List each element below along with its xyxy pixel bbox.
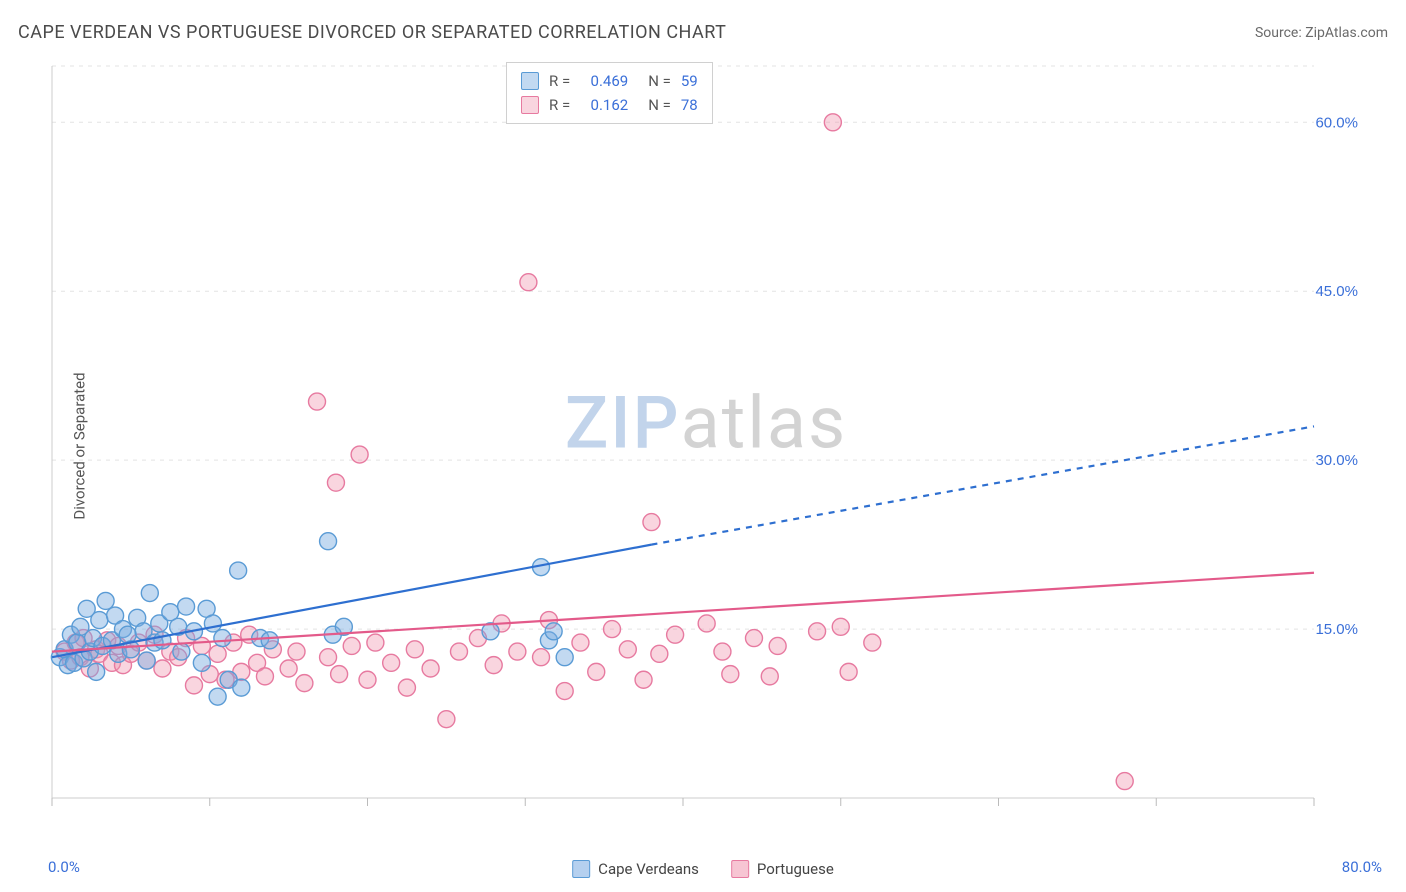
stat-n-value: 78 [681, 93, 698, 117]
stats-row: R = 0.162 N = 78 [521, 93, 698, 117]
scatter-point-capeverdean [230, 562, 247, 579]
scatter-point-portuguese [154, 660, 171, 677]
scatter-point-portuguese [438, 711, 455, 728]
scatter-point-portuguese [667, 626, 684, 643]
scatter-point-capeverdean [261, 632, 278, 649]
scatter-point-portuguese [422, 660, 439, 677]
correlation-stats-box: R = 0.469 N = 59 R = 0.162 N = 78 [506, 62, 713, 124]
scatter-point-capeverdean [556, 649, 573, 666]
scatter-point-portuguese [309, 393, 326, 410]
scatter-point-portuguese [398, 679, 415, 696]
legend-label: Cape Verdeans [598, 860, 699, 878]
scatter-point-portuguese [383, 654, 400, 671]
scatter-point-portuguese [209, 645, 226, 662]
scatter-point-portuguese [450, 643, 467, 660]
stat-n-value: 59 [681, 69, 698, 93]
scatter-point-portuguese [256, 668, 273, 685]
scatter-point-portuguese [320, 649, 337, 666]
scatter-point-capeverdean [91, 612, 108, 629]
svg-text:15.0%: 15.0% [1315, 621, 1358, 638]
scatter-point-capeverdean [141, 585, 158, 602]
scatter-point-portuguese [643, 514, 660, 531]
scatter-point-portuguese [832, 618, 849, 635]
trend-line [52, 573, 1314, 652]
scatter-point-portuguese [698, 615, 715, 632]
stat-r-label: R = [549, 93, 570, 117]
stat-n-label: N = [648, 93, 671, 117]
scatter-point-portuguese [824, 114, 841, 131]
scatter-point-portuguese [288, 643, 305, 660]
trend-line-extrapolated [651, 426, 1314, 544]
scatter-point-capeverdean [193, 654, 210, 671]
scatter-point-portuguese [556, 683, 573, 700]
stat-r-value: 0.162 [580, 93, 628, 117]
scatter-point-capeverdean [545, 623, 562, 640]
scatter-point-portuguese [761, 668, 778, 685]
chart-title: CAPE VERDEAN VS PORTUGUESE DIVORCED OR S… [18, 22, 726, 43]
stat-r-value: 0.469 [580, 69, 628, 93]
x-axis-max-label: 80.0% [1342, 858, 1382, 876]
scatter-point-portuguese [604, 621, 621, 638]
scatter-plot: 15.0% 30.0% 45.0% 60.0% [48, 58, 1364, 818]
scatter-point-portuguese [840, 663, 857, 680]
chart-source: Source: ZipAtlas.com [1255, 25, 1388, 41]
legend-label: Portuguese [757, 860, 834, 878]
scatter-point-portuguese [367, 634, 384, 651]
scatter-point-portuguese [745, 630, 762, 647]
svg-text:60.0%: 60.0% [1315, 114, 1358, 131]
scatter-point-portuguese [327, 474, 344, 491]
scatter-point-capeverdean [138, 652, 155, 669]
scatter-point-portuguese [343, 637, 360, 654]
scatter-point-portuguese [185, 677, 202, 694]
scatter-point-portuguese [533, 649, 550, 666]
svg-text:45.0%: 45.0% [1315, 283, 1358, 300]
legend-swatch [572, 860, 590, 878]
scatter-point-portuguese [769, 637, 786, 654]
scatter-point-portuguese [485, 657, 502, 674]
scatter-point-portuguese [331, 666, 348, 683]
bottom-legend: Cape Verdeans Portuguese [572, 860, 834, 878]
chart-area: 15.0%30.0%45.0%60.0% ZIPatlas R =0.469N … [48, 58, 1364, 818]
scatter-point-portuguese [509, 643, 526, 660]
scatter-point-portuguese [280, 660, 297, 677]
scatter-point-capeverdean [320, 533, 337, 550]
stats-swatch [521, 96, 539, 114]
legend-item: Cape Verdeans [572, 860, 699, 878]
scatter-point-portuguese [572, 634, 589, 651]
x-axis-origin-label: 0.0% [48, 858, 80, 876]
scatter-point-portuguese [1116, 773, 1133, 790]
stat-n-label: N = [648, 69, 671, 93]
scatter-point-portuguese [588, 663, 605, 680]
scatter-point-portuguese [359, 671, 376, 688]
chart-header: CAPE VERDEAN VS PORTUGUESE DIVORCED OR S… [18, 22, 1388, 43]
scatter-point-portuguese [619, 641, 636, 658]
scatter-point-capeverdean [204, 615, 221, 632]
scatter-point-capeverdean [178, 598, 195, 615]
scatter-point-portuguese [351, 446, 368, 463]
legend-swatch [731, 860, 749, 878]
stat-r-label: R = [549, 69, 570, 93]
scatter-point-capeverdean [209, 688, 226, 705]
scatter-point-portuguese [520, 274, 537, 291]
scatter-point-portuguese [809, 623, 826, 640]
stats-row: R = 0.469 N = 59 [521, 69, 698, 93]
scatter-point-capeverdean [233, 679, 250, 696]
scatter-point-capeverdean [88, 663, 105, 680]
scatter-point-portuguese [406, 641, 423, 658]
scatter-point-portuguese [714, 643, 731, 660]
scatter-point-portuguese [651, 645, 668, 662]
scatter-point-capeverdean [214, 630, 231, 647]
scatter-point-portuguese [635, 671, 652, 688]
svg-text:30.0%: 30.0% [1315, 452, 1358, 469]
legend-item: Portuguese [731, 860, 834, 878]
scatter-point-portuguese [722, 666, 739, 683]
scatter-point-capeverdean [173, 643, 190, 660]
stats-swatch [521, 72, 539, 90]
scatter-point-portuguese [864, 634, 881, 651]
scatter-point-portuguese [296, 675, 313, 692]
scatter-point-capeverdean [97, 592, 114, 609]
